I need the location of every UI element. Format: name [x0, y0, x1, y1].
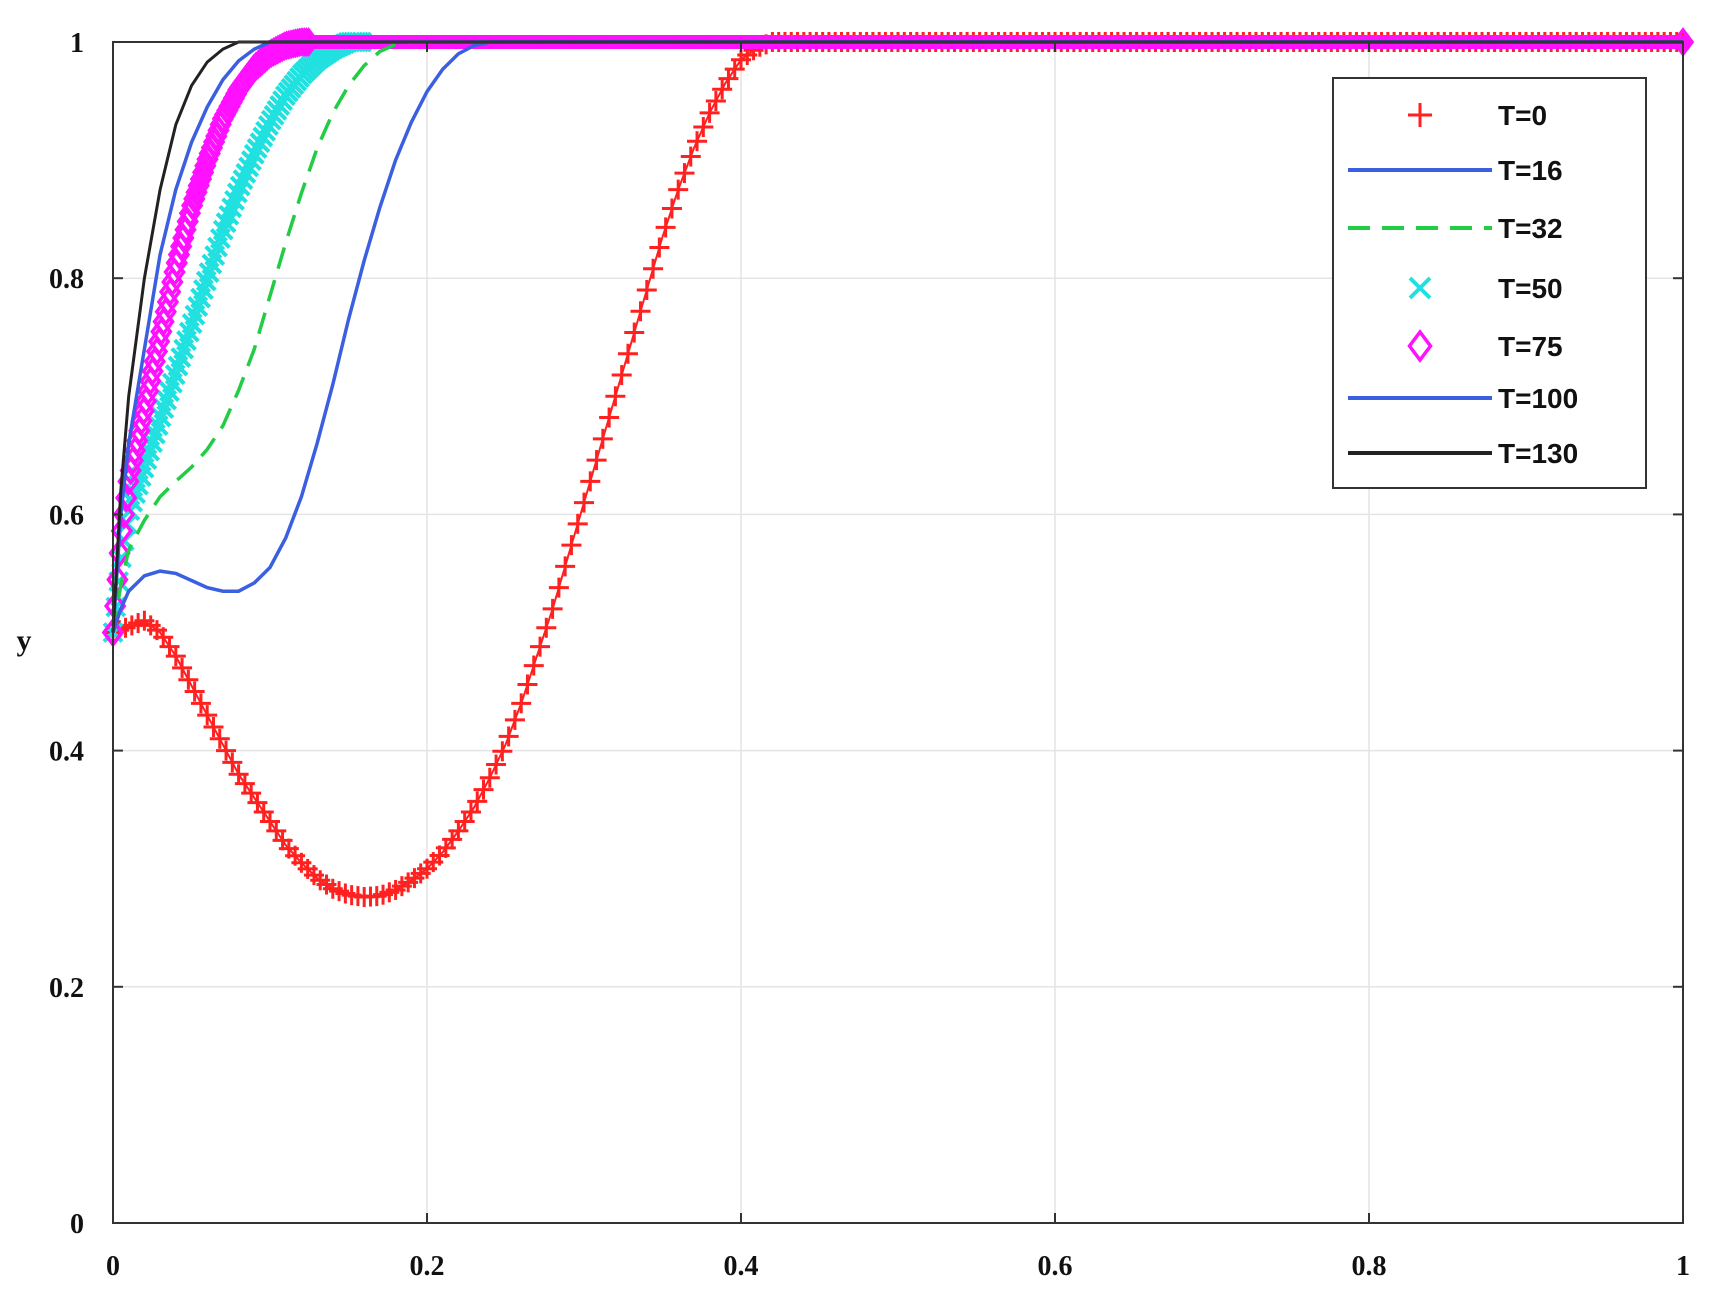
y-axis-label: y: [17, 624, 32, 657]
series-marker: [567, 513, 588, 534]
y-tick-label: 0: [70, 1209, 84, 1240]
series-marker: [680, 146, 701, 167]
series-marker: [668, 179, 689, 200]
series-marker: [561, 535, 582, 556]
series-marker: [574, 492, 594, 513]
series-marker: [655, 217, 676, 238]
x-tick-label: 1: [1676, 1251, 1690, 1282]
series-marker: [184, 681, 205, 702]
legend-swatch: [1407, 329, 1433, 363]
series-marker: [674, 163, 695, 184]
series-marker: [216, 740, 237, 761]
series-marker: [479, 767, 500, 788]
x-tick-label: 0.6: [1038, 1251, 1073, 1282]
legend-label: T=16: [1498, 155, 1563, 186]
legend-item: T=100: [1348, 383, 1578, 414]
series-marker: [255, 120, 277, 142]
series-marker: [630, 301, 651, 322]
series-marker: [693, 117, 714, 138]
series-marker: [511, 693, 532, 714]
series-marker: [190, 693, 211, 714]
series-marker: [492, 741, 513, 762]
legend-label: T=100: [1498, 383, 1578, 414]
series-marker: [705, 91, 726, 112]
series-marker: [712, 79, 733, 100]
series-marker: [548, 577, 569, 598]
series-marker: [172, 657, 193, 678]
series-marker: [661, 198, 682, 219]
series-marker: [486, 754, 507, 775]
series-marker: [530, 636, 551, 657]
series-marker: [536, 617, 557, 638]
series-marker: [246, 138, 268, 159]
x-tick-label: 0: [106, 1251, 120, 1282]
series-marker: [517, 674, 538, 695]
series-marker: [504, 709, 525, 730]
legend-label: T=75: [1498, 331, 1563, 362]
legend-item: T=32: [1348, 213, 1563, 244]
series-marker: [252, 126, 274, 148]
y-tick-label: 0.6: [49, 500, 84, 531]
x-tick-label: 0.2: [410, 1251, 445, 1282]
series-marker: [542, 598, 563, 619]
series-marker: [649, 237, 670, 258]
legend-label: T=32: [1498, 213, 1563, 244]
series-marker: [112, 499, 136, 530]
series-1: [111, 40, 1683, 634]
legend-item: T=50: [1408, 273, 1563, 304]
series-marker: [203, 716, 224, 737]
series-marker: [473, 779, 494, 800]
series-marker: [222, 752, 243, 773]
series-marker: [611, 365, 632, 386]
series-marker: [555, 556, 576, 577]
tick-labels: 0 0.2 0.4 0.6 0.8 1 0 0.2 0.4 0.6 0.8 1: [49, 28, 1690, 1282]
series-marker: [523, 655, 544, 676]
x-tick-label: 0.8: [1352, 1251, 1387, 1282]
series-line: [111, 40, 1683, 633]
series-marker: [498, 726, 519, 747]
y-tick-label: 0.2: [49, 973, 84, 1004]
y-tick-label: 0.4: [49, 737, 84, 768]
series-marker: [605, 386, 626, 407]
series-marker: [636, 280, 657, 301]
legend-swatch: [1408, 103, 1432, 127]
legend-label: T=50: [1498, 273, 1563, 304]
series-marker: [110, 516, 133, 546]
series-line: [111, 40, 1683, 634]
series-marker: [197, 705, 218, 726]
legend-item: T=0: [1408, 100, 1547, 131]
x-tick-label: 0.4: [724, 1251, 759, 1282]
y-tick-label: 0.8: [49, 264, 84, 295]
series-marker: [699, 102, 720, 123]
series-marker: [209, 728, 230, 749]
legend: T=0 T=16 T=32 T=50 T=75 T=100 T=130: [1332, 77, 1647, 489]
series-marker: [178, 669, 199, 690]
series-marker: [624, 322, 645, 343]
series-marker: [586, 450, 607, 471]
legend-label: T=0: [1498, 100, 1547, 131]
series-marker: [467, 791, 488, 812]
series-marker: [460, 802, 481, 823]
legend-item: T=130: [1348, 438, 1578, 469]
legend-swatch: [1408, 276, 1432, 300]
legend-item: T=16: [1348, 155, 1563, 186]
plot-border: [112, 41, 1684, 1224]
series-marker: [592, 428, 613, 449]
series-2: [111, 40, 1683, 633]
series-marker: [643, 258, 664, 279]
series-marker: [249, 132, 271, 154]
y-tick-label: 1: [70, 28, 84, 59]
plot-frame: [112, 41, 1684, 1224]
series-marker: [599, 407, 620, 428]
legend-box: [1332, 77, 1647, 489]
series-marker: [617, 343, 638, 364]
series-marker: [165, 646, 186, 667]
series-marker: [580, 471, 601, 492]
legend-item: T=75: [1407, 329, 1563, 363]
legend-label: T=130: [1498, 438, 1578, 469]
series-marker: [243, 143, 265, 165]
series-marker: [687, 131, 708, 152]
